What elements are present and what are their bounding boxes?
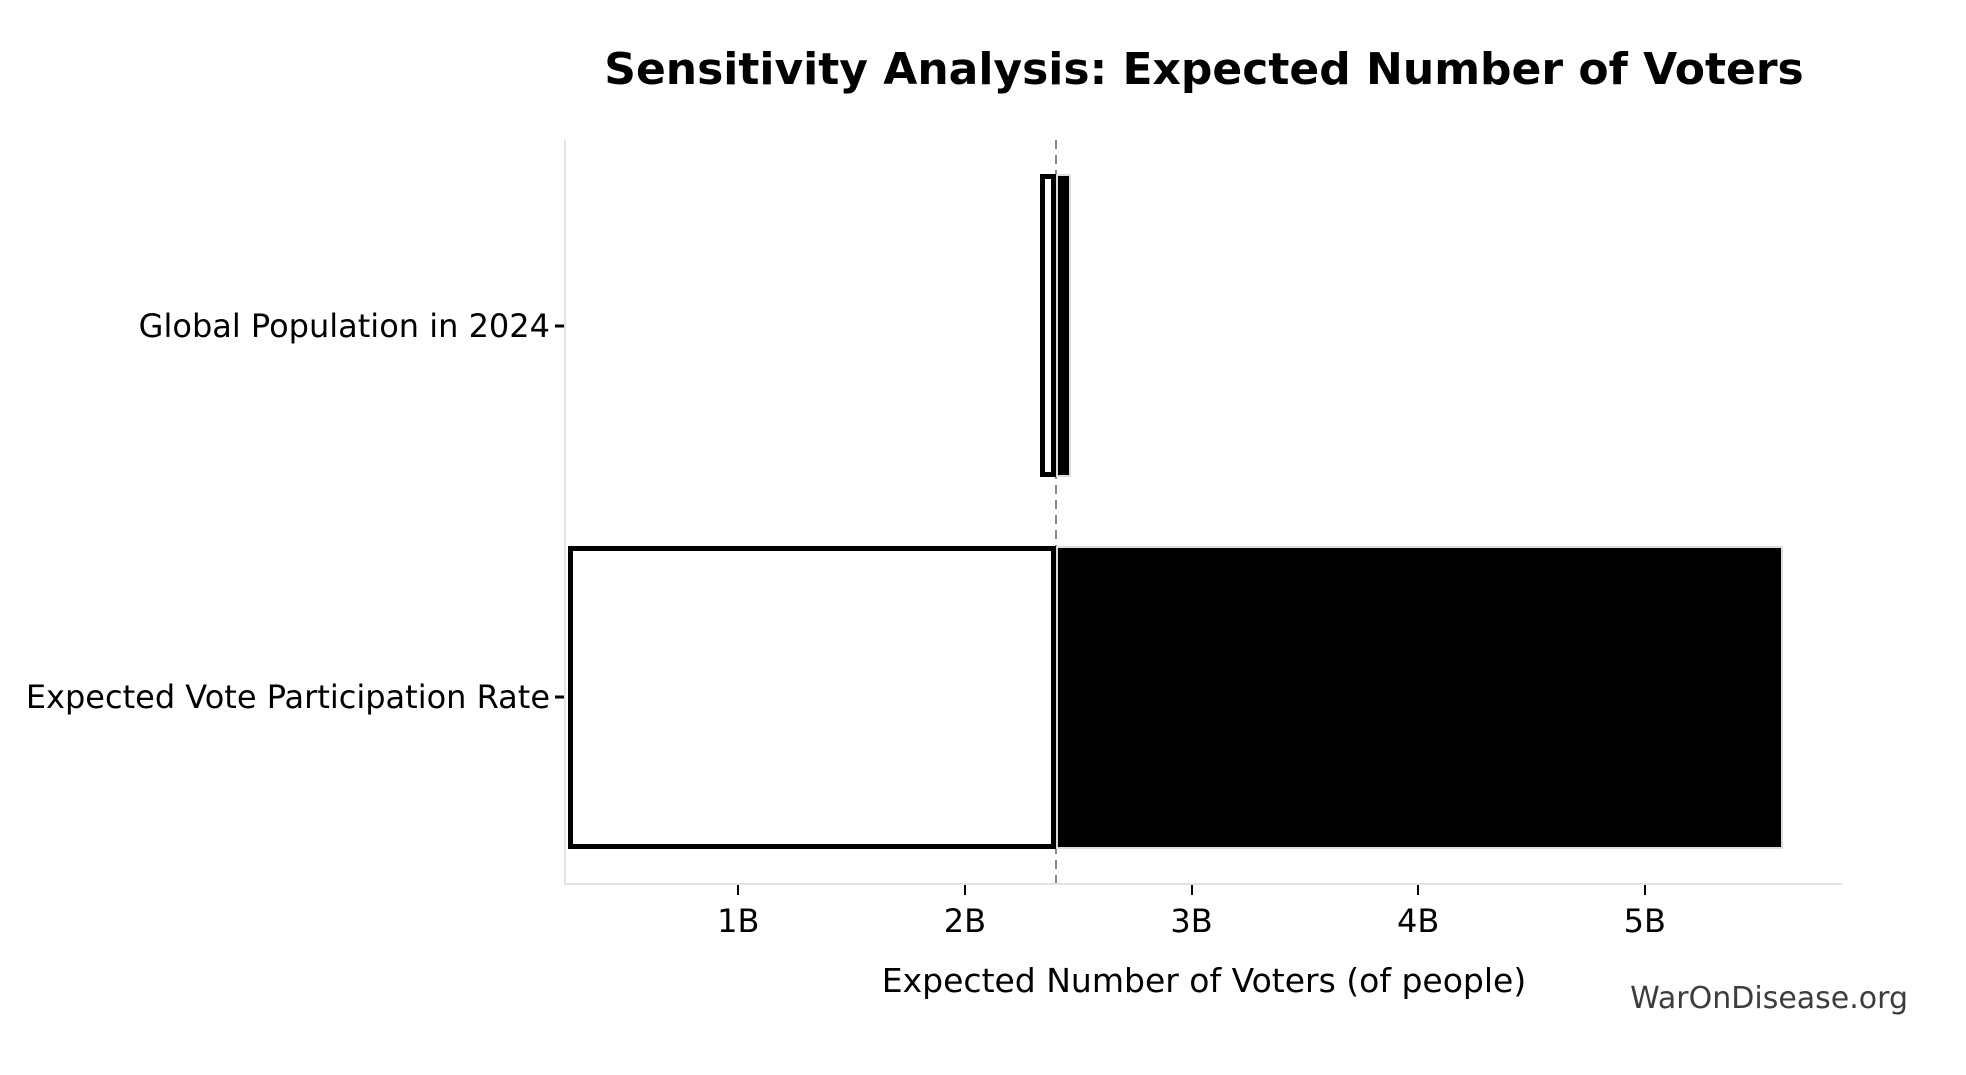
- x-tick-label: 5B: [1623, 902, 1666, 940]
- y-axis-category-label: Expected Vote Participation Rate: [25, 678, 550, 717]
- watermark-text: WarOnDisease.org: [1630, 981, 1908, 1016]
- y-tick-mark: [555, 324, 564, 328]
- x-tick-label: 3B: [1170, 902, 1213, 940]
- x-axis-spine: [564, 883, 1842, 885]
- bar-low-segment: [568, 545, 1056, 849]
- x-tick-mark: [963, 885, 966, 895]
- x-tick-mark: [1417, 885, 1420, 895]
- y-axis-spine: [564, 140, 566, 885]
- bar-high-segment: [1055, 545, 1784, 849]
- bar-low-segment: [1039, 174, 1056, 478]
- x-tick-label: 4B: [1397, 902, 1440, 940]
- y-tick-mark: [555, 695, 564, 699]
- x-tick-label: 2B: [943, 902, 987, 940]
- x-axis-title: Expected Number of Voters (of people): [881, 961, 1527, 1000]
- bar-high-segment: [1055, 174, 1072, 478]
- x-tick-mark: [737, 885, 740, 895]
- x-tick-mark: [1190, 885, 1193, 895]
- y-axis-category-label: Global Population in 2024: [138, 306, 550, 345]
- x-tick-mark: [1643, 885, 1646, 895]
- plot-area: Global Population in 2024 Expected Vote P…: [26, 140, 1842, 940]
- x-tick-label: 1B: [717, 902, 760, 940]
- chart-title: Sensitivity Analysis: Expected Number of…: [604, 44, 1804, 95]
- base-value-dashed-line: [1054, 140, 1057, 883]
